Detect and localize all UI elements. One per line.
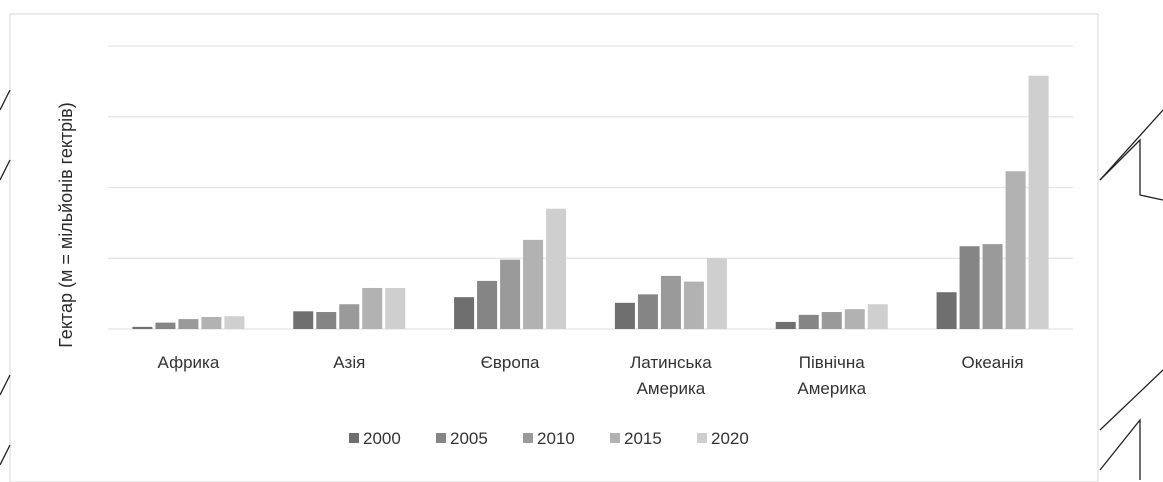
bar <box>293 311 314 329</box>
legend-swatch <box>697 433 707 443</box>
bar <box>316 312 337 329</box>
x-tick-label: Латинська Америка <box>630 353 712 398</box>
x-tick-label: Океанія <box>962 353 1024 372</box>
chart-frame <box>9 13 1099 482</box>
x-tick-label: Європа <box>481 353 540 372</box>
legend-swatch <box>436 433 446 443</box>
legend-label: 2005 <box>450 429 488 448</box>
bar <box>201 316 222 329</box>
bar <box>1005 171 1026 329</box>
bars <box>132 75 1049 329</box>
bar <box>637 294 658 329</box>
legend-swatch <box>610 433 620 443</box>
legend-swatch <box>523 433 533 443</box>
bar <box>339 304 360 329</box>
bar <box>155 322 176 329</box>
legend-label: 2020 <box>711 429 749 448</box>
bar <box>614 302 635 329</box>
bar <box>523 239 544 329</box>
bar <box>546 208 567 329</box>
bar <box>982 244 1003 329</box>
legend-swatch <box>349 433 359 443</box>
x-tick-labels: Африка Азія Європа Латинська Америка Північна… <box>158 353 1024 398</box>
page-decoration <box>0 89 1163 480</box>
bar <box>132 326 153 329</box>
bar <box>477 280 498 329</box>
x-tick-label: Африка <box>158 353 220 372</box>
x-tick-label: Північна Америка <box>797 353 866 398</box>
gridlines <box>108 45 1073 330</box>
y-axis-label: Гектар (м = мільйонів гектрів) <box>56 102 76 347</box>
bar <box>385 287 406 329</box>
bar <box>178 319 199 329</box>
bar <box>706 258 727 329</box>
bar <box>936 292 957 329</box>
bar <box>454 297 475 329</box>
x-tick-label: Азія <box>333 353 365 372</box>
bar <box>1028 75 1049 329</box>
bar <box>683 281 704 329</box>
bar <box>867 304 888 329</box>
bar <box>224 316 245 329</box>
bar <box>844 309 865 329</box>
bar <box>500 259 521 329</box>
legend-label: 2015 <box>624 429 662 448</box>
bar <box>362 287 383 329</box>
legend-label: 2010 <box>537 429 575 448</box>
bar <box>798 314 819 329</box>
legend: 2000 2005 2010 2015 2020 <box>349 429 749 448</box>
bar <box>821 312 842 329</box>
legend-label: 2000 <box>363 429 401 448</box>
bar <box>959 246 980 329</box>
bar <box>775 321 796 329</box>
bar <box>660 275 681 329</box>
